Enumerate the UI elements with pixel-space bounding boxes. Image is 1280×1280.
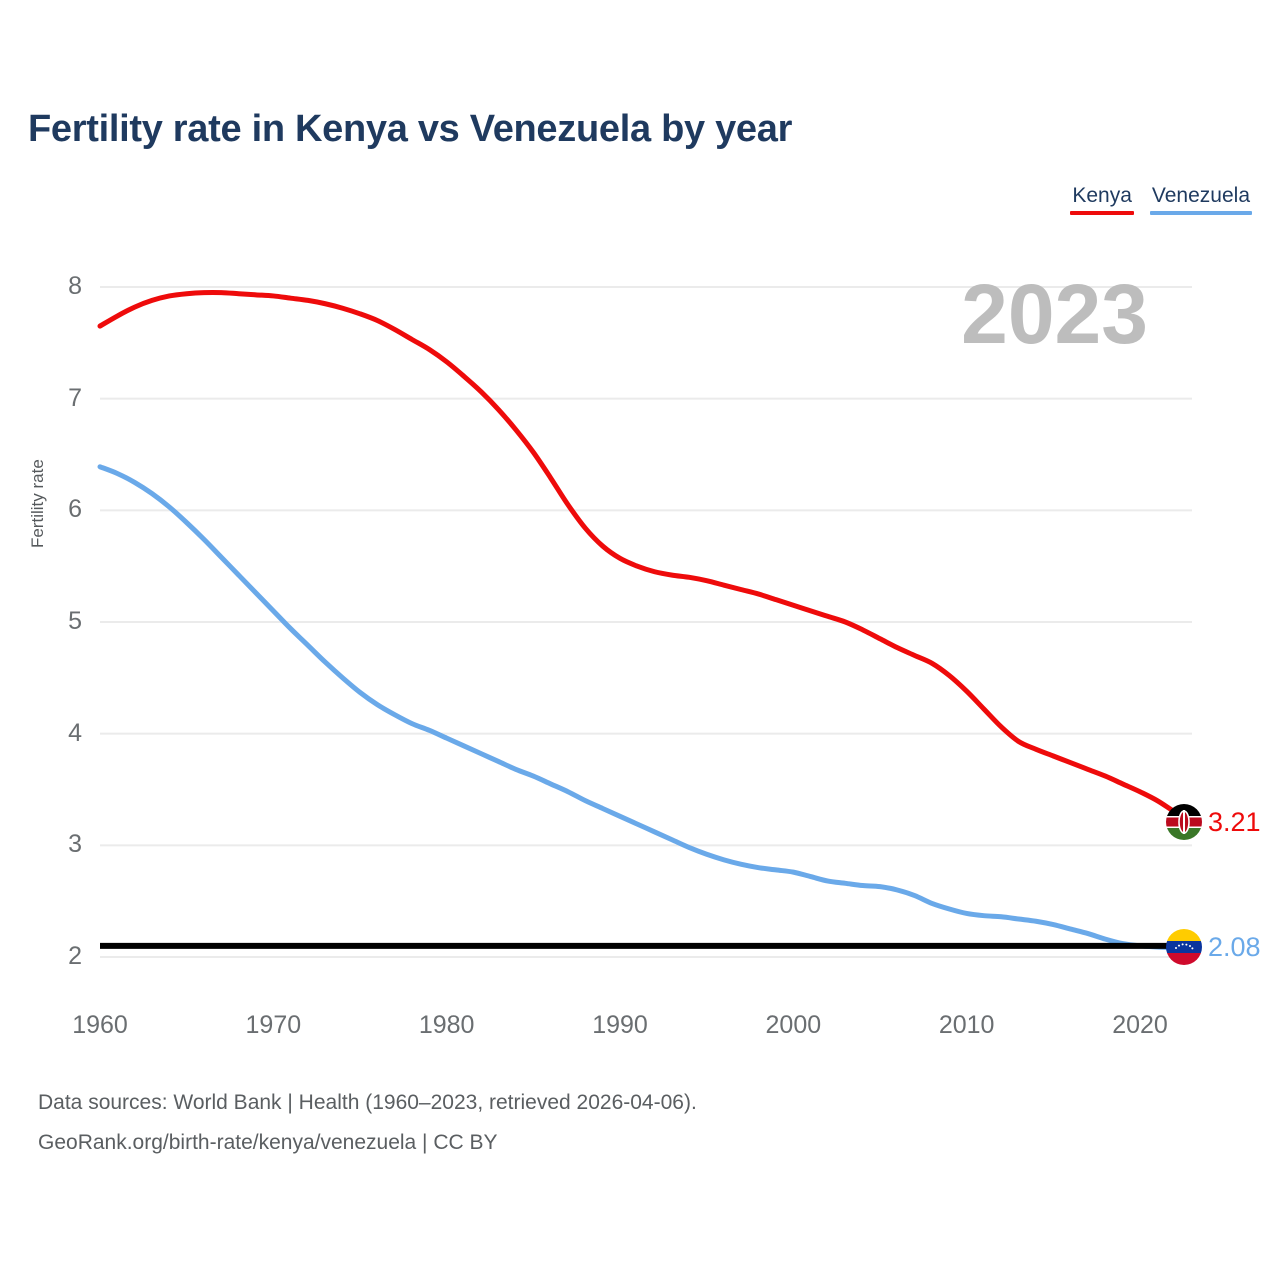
legend-rule-venezuela (1149, 211, 1252, 215)
y-tick-label: 5 (68, 607, 82, 635)
footer-line-sources: Data sources: World Bank | Health (1960–… (38, 1091, 697, 1114)
kenya-flag-icon (1166, 804, 1202, 840)
legend-label-kenya: Kenya (1072, 184, 1132, 207)
y-axis-title: Fertility rate (28, 459, 47, 548)
page-title: Fertility rate in Kenya vs Venezuela by … (28, 108, 793, 150)
year-watermark: 2023 (961, 267, 1148, 361)
end-value-kenya: 3.21 (1208, 806, 1261, 837)
x-tick-label: 2000 (765, 1011, 822, 1039)
footer-line-attribution: GeoRank.org/birth-rate/kenya/venezuela |… (38, 1131, 498, 1154)
end-marker-kenya[interactable]: 3.21 (1166, 804, 1261, 840)
legend-label-venezuela: Venezuela (1151, 184, 1250, 207)
series-line-venezuela (97, 464, 1195, 951)
gridlines (100, 286, 1192, 958)
series-line-kenya (97, 289, 1195, 825)
legend-item-venezuela[interactable]: Venezuela (1149, 184, 1252, 215)
y-tick-label: 7 (68, 383, 82, 412)
x-tick-label: 1970 (245, 1011, 302, 1039)
legend-rule-kenya (1070, 211, 1134, 215)
x-tick-label: 1980 (418, 1011, 475, 1039)
x-tick-label: 2010 (938, 1011, 995, 1039)
y-tick-label: 6 (68, 495, 82, 524)
end-marker-venezuela[interactable]: 2.08 (1166, 929, 1261, 965)
x-tick-label: 1960 (72, 1011, 128, 1039)
y-tick-label: 3 (68, 830, 82, 859)
x-tick-label: 1990 (592, 1011, 648, 1039)
y-tick-label: 8 (68, 272, 82, 300)
venezuela-flag-icon (1166, 929, 1202, 965)
chart-legend: Kenya Venezuela (1070, 184, 1252, 215)
y-tick-label: 4 (68, 718, 82, 747)
y-tick-label: 2 (68, 942, 82, 970)
legend-item-kenya[interactable]: Kenya (1070, 184, 1134, 215)
footer: Data sources: World Bank | Health (1960–… (38, 1083, 697, 1163)
end-value-venezuela: 2.08 (1208, 931, 1261, 962)
x-tick-label: 2020 (1112, 1011, 1168, 1039)
